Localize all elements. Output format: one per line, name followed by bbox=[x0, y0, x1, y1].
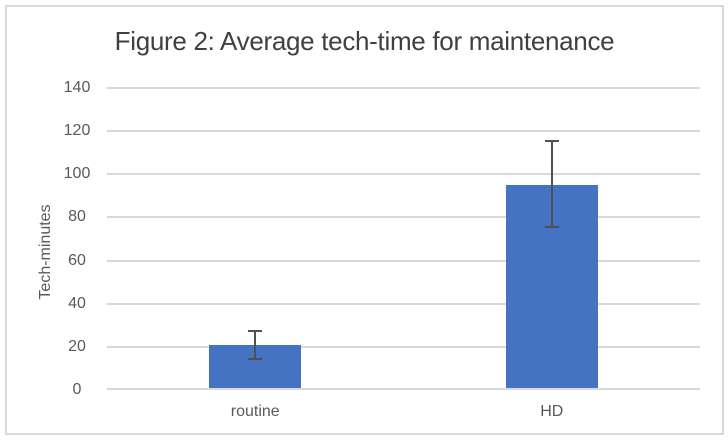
y-tick-label: 140 bbox=[63, 79, 91, 96]
x-tick-label: routine bbox=[230, 403, 280, 420]
x-axis-line bbox=[107, 388, 700, 390]
error-bar-cap-top bbox=[248, 329, 263, 332]
y-tick-label: 0 bbox=[72, 381, 82, 398]
x-tick-label: HD bbox=[540, 403, 564, 420]
gridline bbox=[107, 302, 700, 305]
gridline bbox=[107, 216, 700, 219]
plot-area bbox=[107, 87, 700, 390]
error-bar-hd bbox=[544, 139, 559, 229]
y-tick-label: 120 bbox=[63, 122, 91, 140]
y-tick-label: 100 bbox=[63, 165, 91, 183]
gridline bbox=[107, 173, 700, 176]
gridline bbox=[107, 259, 700, 262]
chart-title: Figure 2: Average tech-time for maintena… bbox=[114, 26, 615, 56]
y-tick-label: 60 bbox=[68, 251, 86, 269]
error-bar-cap-top bbox=[544, 139, 559, 142]
error-bar-line bbox=[550, 139, 553, 229]
gridline bbox=[107, 130, 700, 133]
gridline bbox=[107, 345, 700, 348]
chart-frame: Figure 2: Average tech-time for maintena… bbox=[5, 5, 724, 435]
y-tick-label: 20 bbox=[68, 337, 86, 355]
error-bar-line bbox=[254, 329, 257, 360]
error-bar-cap-bottom bbox=[544, 226, 559, 229]
gridline bbox=[107, 87, 700, 89]
y-tick-label: 40 bbox=[68, 294, 86, 312]
error-bar-cap-bottom bbox=[248, 357, 263, 360]
error-bar-routine bbox=[248, 329, 263, 360]
y-tick-label: 80 bbox=[68, 208, 86, 226]
